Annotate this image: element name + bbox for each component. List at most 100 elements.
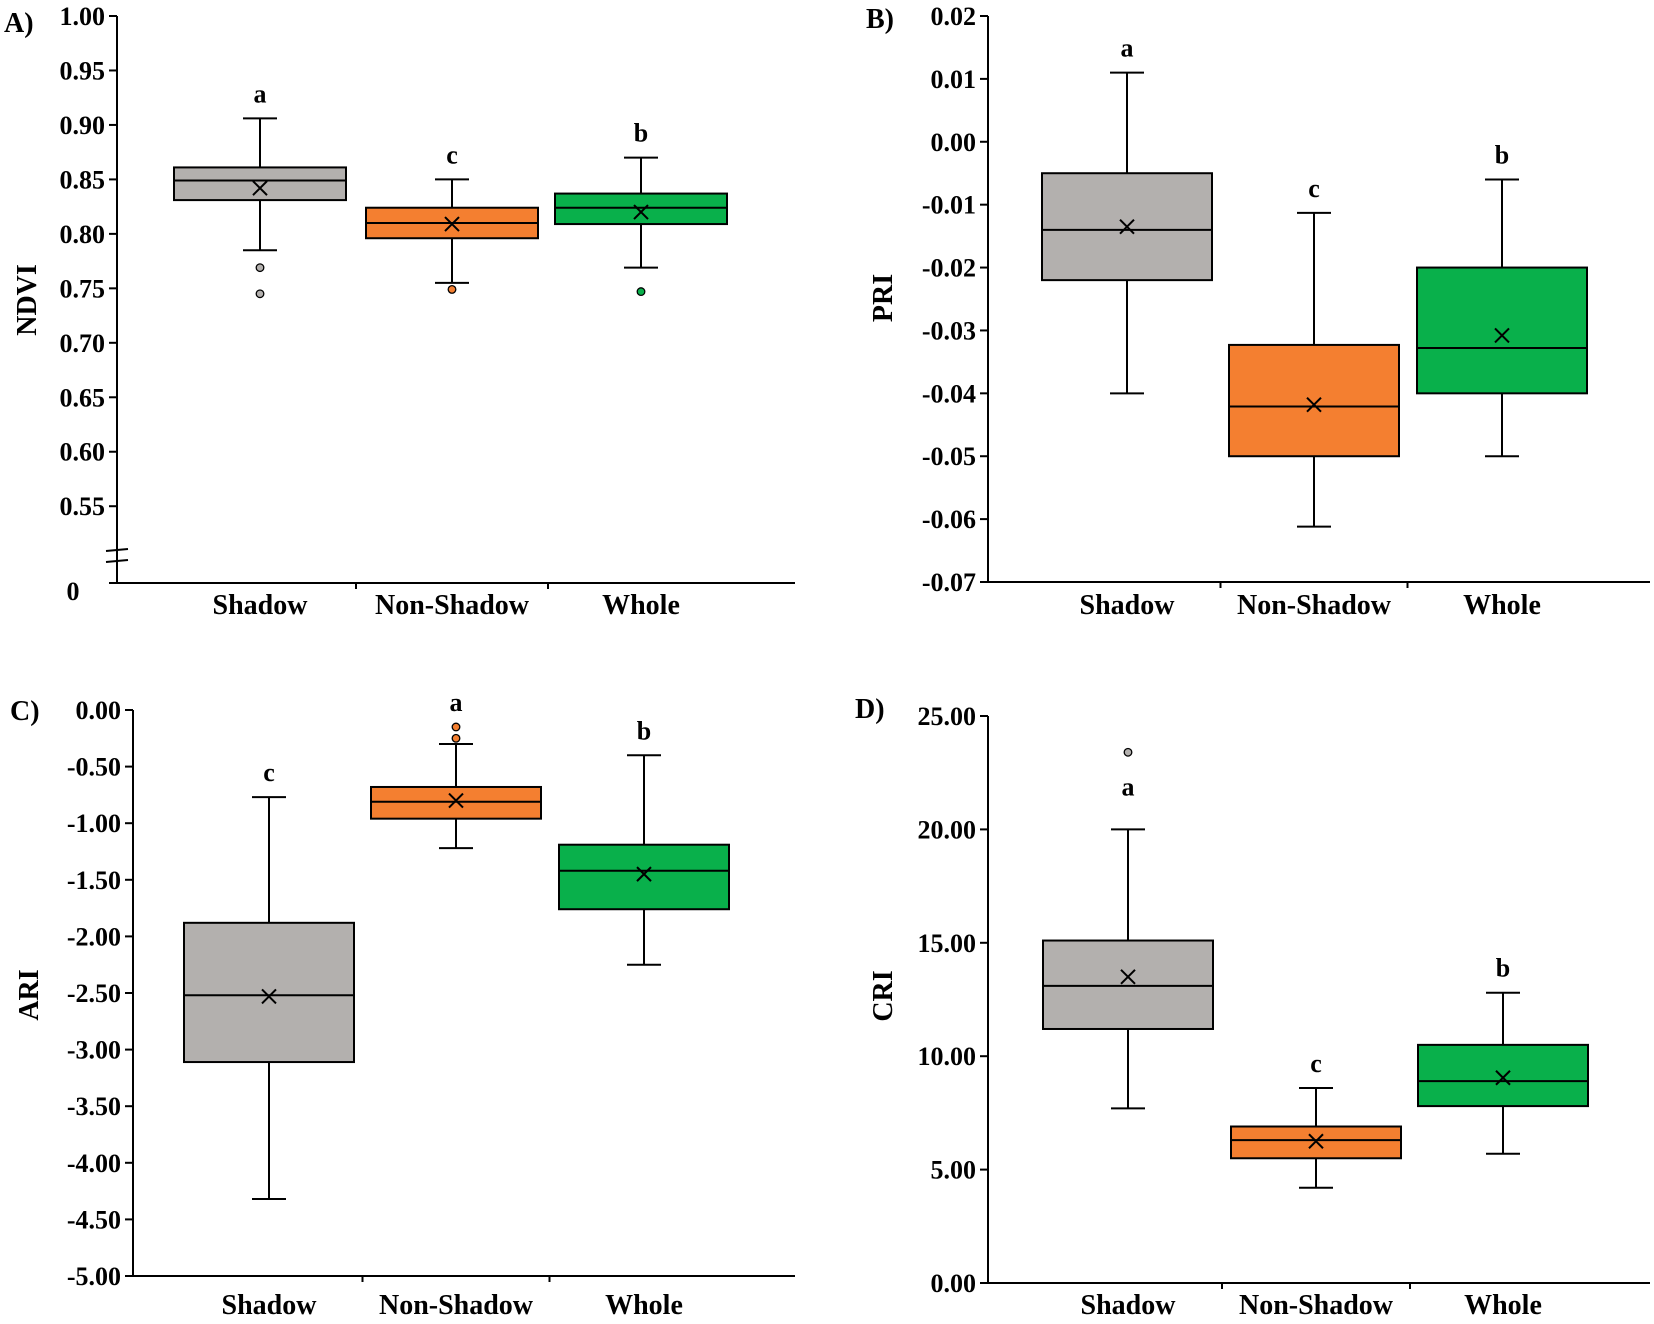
- y-tick-label: -0.50: [67, 753, 121, 782]
- outlier-point: [447, 284, 457, 294]
- y-tick-label: -0.07: [922, 568, 976, 597]
- box-non-shadow: a Non-Shadow: [370, 688, 542, 1321]
- y-tick-label: -4.00: [67, 1149, 121, 1178]
- category-label-whole: Whole: [602, 590, 680, 621]
- y-tick-label: -1.00: [67, 809, 121, 838]
- panel-ndvi: 1.00 0.95 0.90 0.85 0.80 0.75 0.70 0.65 0.60 0.55…: [4, 2, 795, 621]
- y-tick-label: -2.00: [67, 922, 121, 951]
- y-axis-label: NDVI: [12, 264, 43, 336]
- y-tick-label: -5.00: [67, 1262, 121, 1291]
- outlier-point: [255, 263, 265, 273]
- y-tick-label: -0.04: [922, 379, 976, 408]
- y-tick-label: -2.50: [67, 979, 121, 1008]
- y-axis-label: CRI: [868, 970, 899, 1021]
- y-tick-label: 0.85: [60, 165, 106, 194]
- y-tick-label: 0.90: [60, 111, 106, 140]
- box-iqr: [1228, 343, 1400, 458]
- panel-ari: 0.00 -0.50 -1.00 -1.50 -2.00 -2.50 -3.00 -3.50 -…: [10, 688, 795, 1321]
- category-label-non-shadow: Non-Shadow: [1237, 590, 1392, 621]
- category-label-whole: Whole: [1463, 590, 1541, 621]
- category-label-whole: Whole: [1464, 1290, 1542, 1321]
- y-tick-label: 0.65: [60, 383, 106, 412]
- significance-letter: b: [1495, 141, 1509, 170]
- significance-letter: b: [1496, 954, 1510, 983]
- outlier-point: [451, 733, 461, 743]
- outlier-point: [1123, 747, 1133, 757]
- mean-marker: [1494, 327, 1510, 344]
- box-whole: b Whole: [554, 119, 728, 621]
- box-non-shadow: c Non-Shadow: [1228, 174, 1400, 621]
- outlier-point: [636, 287, 646, 297]
- significance-letter: c: [263, 758, 275, 787]
- significance-letter: a: [1121, 34, 1134, 63]
- panel-label: A): [4, 8, 34, 39]
- box-iqr: [554, 192, 728, 226]
- category-label-shadow: Shadow: [213, 590, 309, 621]
- mean-marker: [1306, 396, 1322, 413]
- mean-marker: [633, 204, 649, 220]
- y-tick-label: 0.80: [60, 220, 106, 249]
- significance-letter: c: [446, 140, 458, 169]
- y-tick-label: -3.50: [67, 1092, 121, 1121]
- significance-letter: a: [254, 79, 267, 108]
- y-tick-label: -0.05: [922, 442, 976, 471]
- y-tick-label: -0.06: [922, 505, 976, 534]
- y-tick-label-zero: 0: [67, 577, 80, 606]
- mean-marker: [252, 180, 268, 196]
- mean-marker: [1119, 218, 1135, 235]
- mean-marker: [636, 866, 652, 882]
- panel-label: D): [855, 694, 885, 725]
- box-non-shadow: c Non-Shadow: [365, 140, 539, 621]
- category-label-shadow: Shadow: [222, 1290, 318, 1321]
- category-label-non-shadow: Non-Shadow: [1239, 1290, 1394, 1321]
- mean-marker: [261, 988, 277, 1005]
- axis-break-mark: [105, 548, 129, 552]
- y-tick-label: 0.60: [60, 438, 106, 467]
- category-label-shadow: Shadow: [1080, 590, 1176, 621]
- y-tick-label: 0.02: [931, 2, 977, 31]
- y-tick-label: 0.01: [931, 65, 977, 94]
- category-label-whole: Whole: [605, 1290, 683, 1321]
- box-shadow: c Shadow: [183, 758, 355, 1321]
- outlier-point: [451, 722, 461, 732]
- mean-marker: [1308, 1133, 1324, 1149]
- category-label-shadow: Shadow: [1081, 1290, 1177, 1321]
- box-iqr: [1230, 1125, 1402, 1160]
- y-tick-label: 5.00: [931, 1156, 977, 1185]
- significance-letter: a: [450, 688, 463, 717]
- significance-letter: a: [1122, 772, 1135, 801]
- box-non-shadow: c Non-Shadow: [1230, 1049, 1402, 1321]
- box-whole: b Whole: [1416, 141, 1588, 621]
- axis-break-mark: [105, 559, 129, 563]
- box-iqr: [1416, 266, 1588, 395]
- y-tick-label: -4.50: [67, 1205, 121, 1234]
- y-tick-label: 0.75: [60, 274, 106, 303]
- category-label-non-shadow: Non-Shadow: [375, 590, 530, 621]
- box-iqr: [558, 843, 730, 911]
- box-iqr: [370, 785, 542, 820]
- y-tick-label: 0.00: [931, 128, 977, 157]
- panel-cri: 25.00 20.00 15.00 10.00 5.00 0.00 D) CRI a Shadow…: [855, 694, 1650, 1321]
- y-tick-label: -3.00: [67, 1036, 121, 1065]
- y-tick-label: 0.70: [60, 329, 106, 358]
- y-tick-label: -0.02: [922, 254, 976, 283]
- y-tick-label: 15.00: [918, 929, 977, 958]
- box-iqr: [173, 166, 347, 202]
- mean-marker: [448, 792, 464, 809]
- box-shadow: a Shadow: [1041, 34, 1213, 621]
- y-tick-label: 0.00: [76, 696, 122, 725]
- mean-marker: [444, 216, 460, 232]
- y-tick-label: 0.55: [60, 492, 106, 521]
- panel-pri: 0.02 0.01 0.00 -0.01 -0.02 -0.03 -0.04 -0.05 -0.…: [866, 2, 1650, 621]
- significance-letter: b: [637, 716, 651, 745]
- box-whole: b Whole: [558, 716, 730, 1321]
- mean-marker: [1120, 969, 1136, 985]
- significance-letter: b: [634, 119, 648, 148]
- outlier-point: [255, 289, 265, 299]
- y-tick-label: 25.00: [918, 702, 977, 731]
- significance-letter: c: [1308, 174, 1320, 203]
- y-axis-label: ARI: [14, 969, 45, 1020]
- y-tick-label: 0.00: [931, 1269, 977, 1298]
- significance-letter: c: [1310, 1049, 1322, 1078]
